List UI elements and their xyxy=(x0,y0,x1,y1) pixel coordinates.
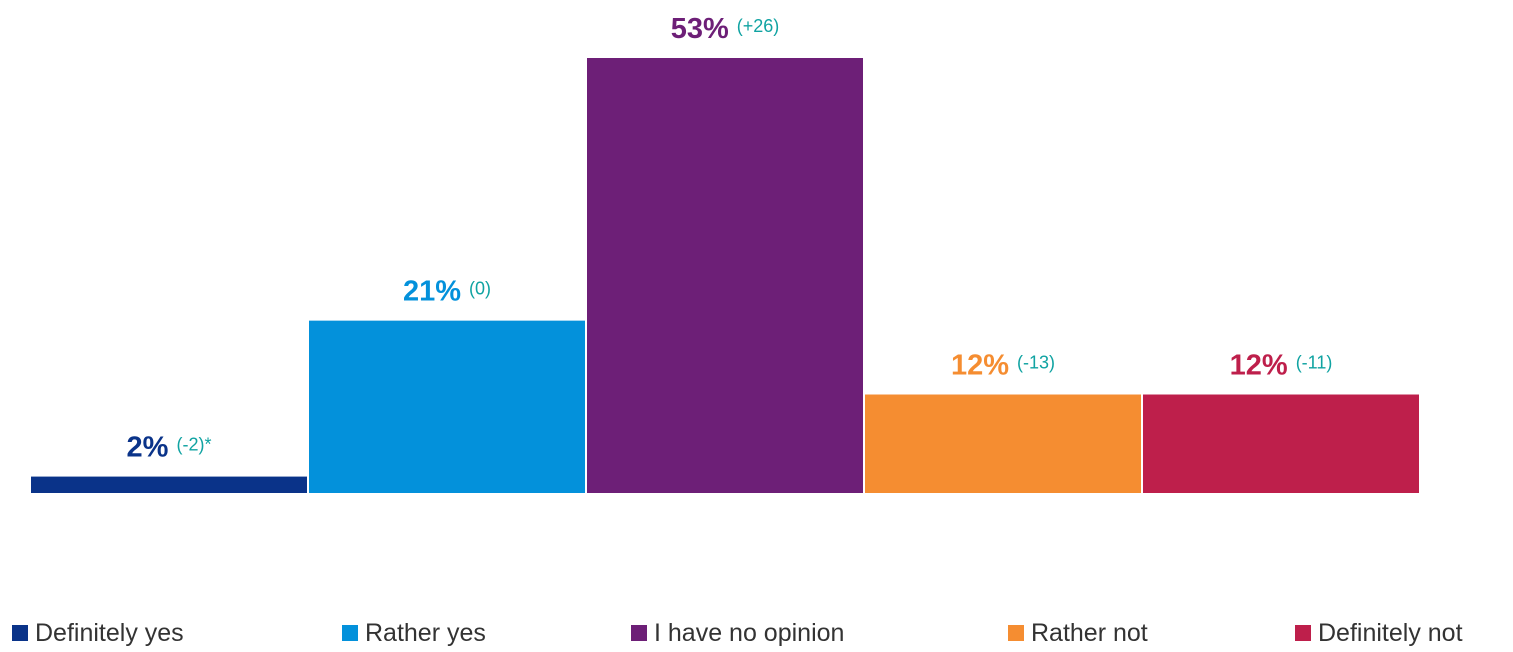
legend-swatch-definitely-not xyxy=(1295,625,1311,641)
value-label-definitely-not: 12% xyxy=(1230,350,1288,382)
data-label-rather-yes: 21% (0) xyxy=(403,276,491,308)
data-label-rather-not: 12% (-13) xyxy=(951,350,1055,382)
legend-label-no-opinion: I have no opinion xyxy=(654,619,845,647)
change-label-rather-not: (-13) xyxy=(1017,353,1055,373)
bar-rather-not xyxy=(865,394,1141,493)
change-label-rather-yes: (0) xyxy=(469,279,491,299)
bars-group xyxy=(31,58,1419,493)
data-label-definitely-not: 12% (-11) xyxy=(1230,350,1333,382)
value-label-definitely-yes: 2% xyxy=(127,432,169,464)
change-label-i-have-no-opinion: (+26) xyxy=(737,16,780,36)
bar-rather-yes xyxy=(309,320,585,493)
legend-label-definitely-yes: Definitely yes xyxy=(35,619,184,647)
value-label-rather-not: 12% xyxy=(951,350,1009,382)
legend-label-definitely-not: Definitely not xyxy=(1318,619,1463,647)
bar-definitely-not xyxy=(1143,394,1419,493)
legend-item-no-opinion: I have no opinion xyxy=(631,618,844,648)
bar-i-have-no-opinion xyxy=(587,58,863,493)
change-label-definitely-not: (-11) xyxy=(1296,353,1333,373)
legend-item-rather-yes: Rather yes xyxy=(342,618,486,648)
change-label-definitely-yes: (-2)* xyxy=(176,435,211,455)
value-label-rather-yes: 21% xyxy=(403,276,461,308)
legend-label-rather-not: Rather not xyxy=(1031,619,1148,647)
legend-swatch-rather-not xyxy=(1008,625,1024,641)
legend-item-definitely-not: Definitely not xyxy=(1295,618,1463,648)
legend: Definitely yes Rather yes I have no opin… xyxy=(0,618,1513,648)
legend-swatch-definitely-yes xyxy=(12,625,28,641)
legend-item-definitely-yes: Definitely yes xyxy=(12,618,184,648)
value-label-i-have-no-opinion: 53% xyxy=(671,13,729,45)
value-labels-group: 2% (-2)* 21% (0) 53% (+26) 12% (-13) 12% (-11) xyxy=(127,13,1333,464)
legend-swatch-no-opinion xyxy=(631,625,647,641)
bar-definitely-yes xyxy=(31,476,307,493)
legend-item-rather-not: Rather not xyxy=(1008,618,1148,648)
legend-swatch-rather-yes xyxy=(342,625,358,641)
data-label-definitely-yes: 2% (-2)* xyxy=(127,432,212,464)
legend-label-rather-yes: Rather yes xyxy=(365,619,486,647)
data-label-i-have-no-opinion: 53% (+26) xyxy=(671,13,780,45)
